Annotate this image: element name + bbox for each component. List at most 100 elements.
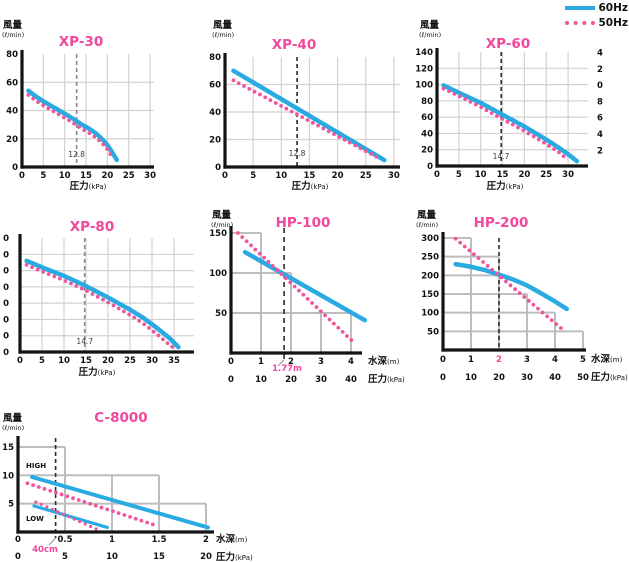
y-tick-label: 0 [3,250,9,260]
x-tick-label: 25 [360,171,372,181]
dot [36,100,40,104]
x-tick-label: 10 [475,170,487,180]
x-tick-label: 15 [80,356,92,366]
dot [92,134,97,139]
x-tick-label: 15 [304,171,316,181]
y-tick-label: 250 [421,253,439,263]
dot [139,518,144,523]
dot [310,301,314,305]
dot [90,292,95,296]
dot [481,260,485,264]
dot [111,303,116,308]
x-tick-label: 30 [388,171,400,181]
series-50hz [25,481,155,527]
x-tick-label: 0 [222,171,228,181]
dot [552,147,556,151]
dot [65,494,70,499]
series-50hz [453,236,563,330]
chart-title: HP-100 [276,215,331,231]
dot [121,309,126,314]
dot [536,137,541,142]
dot [462,244,467,249]
y-tick-label: 40 [421,129,433,139]
x-tick-label: 4 [552,355,558,365]
flow-axis-caption: 風量 [3,19,23,31]
dot [513,287,517,292]
pressure-tick-label: 5 [62,552,68,562]
x-tick-label: 25 [124,356,136,366]
dot [549,318,554,323]
dot [94,527,98,531]
dot [279,103,283,108]
y-tick-label: 60 [6,78,18,88]
dot [321,126,326,131]
y-tick-label: 0 [12,163,18,173]
x-tick-label: 35 [168,356,180,366]
pressure-axis-caption: 圧力(kPa) [292,180,329,192]
y-tick-label: 100 [209,269,227,279]
dot [468,99,473,104]
y-tick-label: 0 [3,348,9,358]
dot [74,284,79,288]
dot [349,338,354,342]
flow-axis-unit: (ℓ/min) [2,424,24,432]
dot [531,134,536,139]
dot [447,89,451,94]
dot [50,507,54,511]
dot [463,97,468,102]
dot [240,235,245,240]
x-tick-label: 30 [144,171,156,181]
y-tick-label: 0 [3,315,9,325]
dot [46,272,51,277]
dot [95,294,100,299]
dot [558,326,563,330]
dot [288,280,293,285]
chart-title: XP-80 [70,219,114,235]
dot [522,295,527,299]
right-axis-label: 8 [597,97,603,107]
dot [83,522,87,526]
y-tick-label: 140 [415,48,433,58]
dot [301,292,306,297]
series-50hz [231,78,379,159]
pressure-axis-caption: 圧力(kPa) [216,551,253,562]
series-50hz [236,231,354,342]
dot [87,131,92,136]
flow-axis-caption: 風量 [212,209,232,221]
x-tick-label: 1.5 [151,535,166,545]
dot [25,481,30,486]
dot [295,112,299,117]
dot [283,276,288,281]
chart-title: XP-40 [272,37,316,53]
y-tick-label: 60 [209,81,221,91]
guide-connector [48,537,57,546]
dot [554,322,559,327]
series-60hz [32,504,109,530]
right-axis-label: 2 [597,146,603,156]
legend-item-60hz: 60Hz [565,2,628,14]
x-tick-label: 5 [580,355,586,365]
dot [536,306,540,311]
dot [54,490,58,495]
y-tick-label: 120 [415,64,433,74]
dot [262,255,266,260]
dot [111,509,115,514]
chart-title: XP-30 [59,34,103,50]
dot [41,103,45,108]
pressure-tick-label: 0 [15,552,21,562]
chart-c-8000: 0 0.5 1 1.5 20 5 10 15 2051015水深(m)圧力(kPa)風量(ℓ/m… [2,410,253,562]
pressure-tick-label: 10 [255,375,267,385]
x-tick-label: 25 [540,170,552,180]
dot [56,112,61,117]
dot [332,132,336,137]
dot [526,131,531,136]
dot [85,289,90,294]
x-tick-label: 0 [15,535,21,545]
dot [101,297,105,302]
dot [108,152,113,157]
x-tick-label: 0 [434,170,440,180]
y-tick-label: 40 [209,108,221,118]
x-tick-label: 20 [332,171,344,181]
dot [249,243,253,248]
